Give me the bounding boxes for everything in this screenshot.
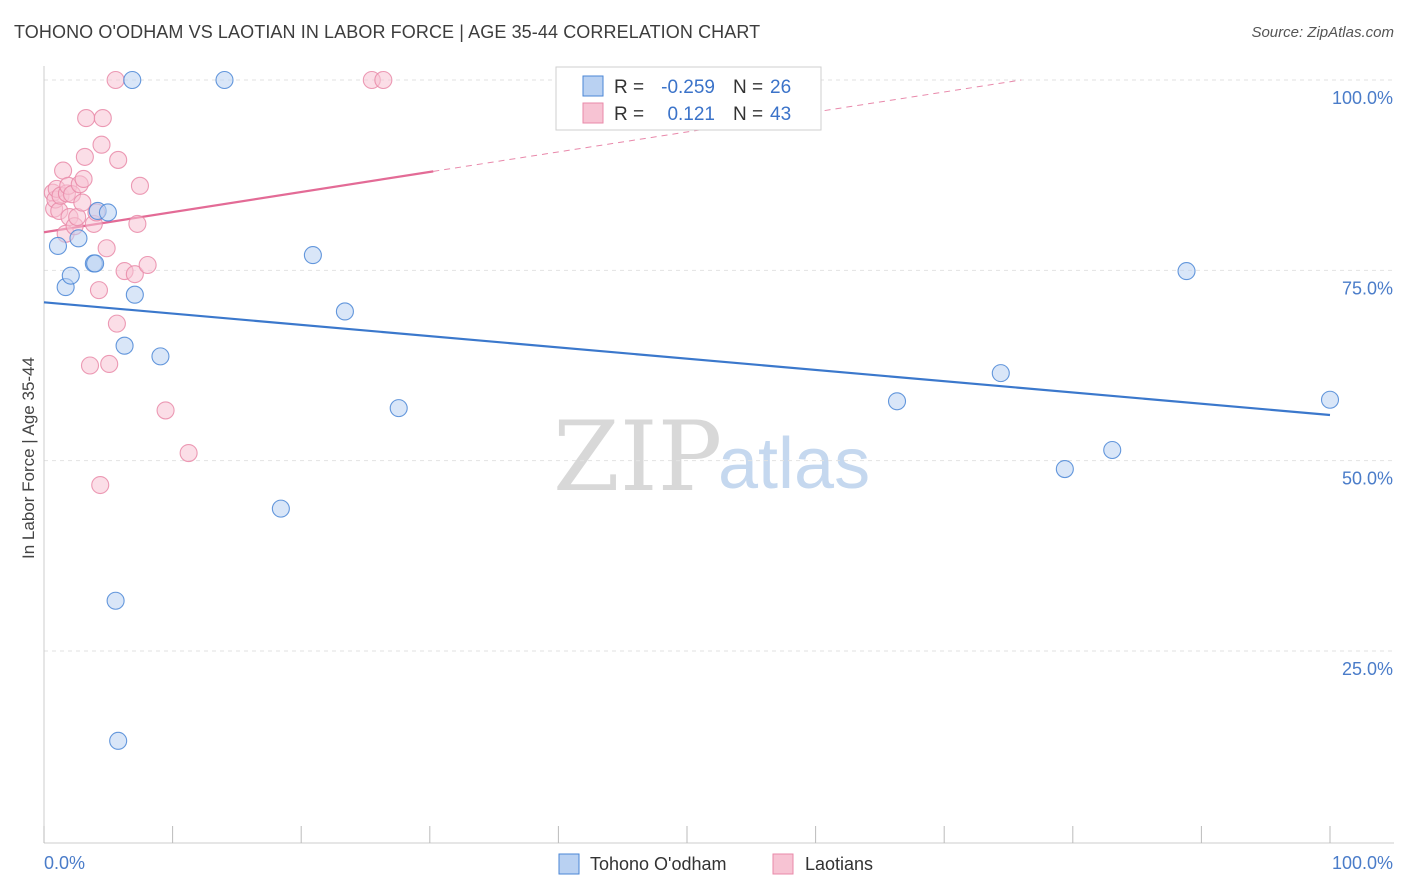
tohono-point-19 [887, 392, 907, 411]
series-legend-label-tohono: Tohono O'odham [590, 854, 727, 874]
laotian-point-27 [100, 354, 119, 374]
y-tick-label-50: 50.0% [1342, 469, 1393, 489]
tohono-point-17 [335, 302, 354, 321]
laotian-point-17 [75, 147, 94, 166]
chart-source: Source: ZipAtlas.com [1251, 24, 1394, 41]
laotian-point-30 [109, 150, 128, 169]
tohono-point-0 [48, 236, 68, 256]
watermark-zip: ZIP [553, 401, 722, 513]
laotian-point-35 [138, 255, 157, 275]
trend-line-laotians [43, 170, 434, 234]
tohono-point-23 [1177, 262, 1196, 281]
tohono-point-20 [991, 364, 1010, 383]
x-ticks [43, 826, 1331, 843]
tohono-point-3 [69, 229, 88, 248]
tohono-point-9 [109, 731, 128, 750]
laotian-point-37 [179, 444, 198, 463]
legend-swatch-pink [582, 102, 604, 124]
series-legend: Tohono O'odham Laotians [558, 853, 873, 875]
axis-layer [43, 66, 1394, 844]
tohono-point-15 [271, 499, 290, 518]
tohono-point-18 [389, 399, 408, 418]
laotian-point-25 [93, 109, 112, 128]
laotian-point-15 [73, 193, 92, 212]
tohono-point-10 [115, 336, 134, 355]
tohono-point-12 [125, 285, 144, 304]
legend-n-value-1: 26 [770, 77, 791, 98]
legend-n-label-2: N = [733, 104, 763, 125]
tohono-point-2 [61, 266, 80, 285]
legend-n-value-2: 43 [770, 104, 791, 125]
laotian-point-26 [97, 239, 116, 258]
x-tick-label-min: 0.0% [44, 853, 85, 873]
laotian-point-16 [74, 169, 93, 189]
y-tick-label-25: 25.0% [1342, 659, 1393, 679]
laotian-point-36 [156, 401, 175, 420]
series-legend-swatch-blue [558, 853, 580, 875]
tohono-point-21 [1055, 459, 1074, 479]
tohono-point-11 [123, 70, 142, 90]
legend-r-label-2: R = [614, 104, 644, 125]
tohono-point-24 [1320, 390, 1340, 409]
trend-line-tohono [43, 301, 1331, 417]
y-tick-label-75: 75.0% [1342, 278, 1393, 298]
y-tick-label-100: 100.0% [1332, 88, 1393, 108]
y-axis-label: In Labor Force | Age 35-44 [19, 357, 38, 559]
legend-r-value-2: 0.121 [667, 104, 715, 125]
legend-r-label-1: R = [614, 77, 644, 98]
tohono-point-7 [98, 203, 117, 222]
tohono-point-14 [215, 70, 234, 90]
tohono-point-16 [303, 246, 322, 265]
y-tick-labels: 25.0% 50.0% 75.0% 100.0% [1332, 88, 1393, 679]
laotian-point-22 [89, 281, 109, 300]
points-layer [43, 70, 1340, 750]
laotian-point-34 [130, 176, 150, 195]
chart-title: TOHONO O'ODHAM VS LAOTIAN IN LABOR FORCE… [14, 22, 761, 42]
legend-n-label-1: N = [733, 77, 763, 98]
tohono-point-13 [151, 347, 170, 366]
grid-layer [44, 79, 1394, 652]
laotian-point-23 [91, 475, 110, 495]
watermark-atlas: atlas [718, 424, 870, 504]
tohono-point-5 [86, 254, 105, 273]
laotian-point-32 [125, 265, 144, 284]
tohono-point-8 [106, 591, 125, 610]
laotian-point-28 [106, 70, 125, 90]
series-legend-swatch-pink [772, 853, 794, 875]
laotian-point-6 [54, 161, 73, 180]
laotian-point-33 [128, 214, 147, 233]
correlation-legend: R = -0.259 N = 26 R = 0.121 N = 43 [555, 66, 822, 131]
laotian-point-19 [80, 356, 100, 375]
legend-r-value-1: -0.259 [661, 77, 715, 98]
tohono-point-22 [1103, 440, 1122, 460]
laotian-point-29 [107, 314, 126, 333]
laotian-point-39 [374, 70, 393, 90]
laotian-point-18 [77, 109, 96, 128]
legend-swatch-blue [582, 75, 604, 97]
x-tick-label-max: 100.0% [1332, 853, 1393, 873]
laotian-point-24 [92, 135, 111, 154]
series-legend-label-laotians: Laotians [805, 854, 873, 874]
